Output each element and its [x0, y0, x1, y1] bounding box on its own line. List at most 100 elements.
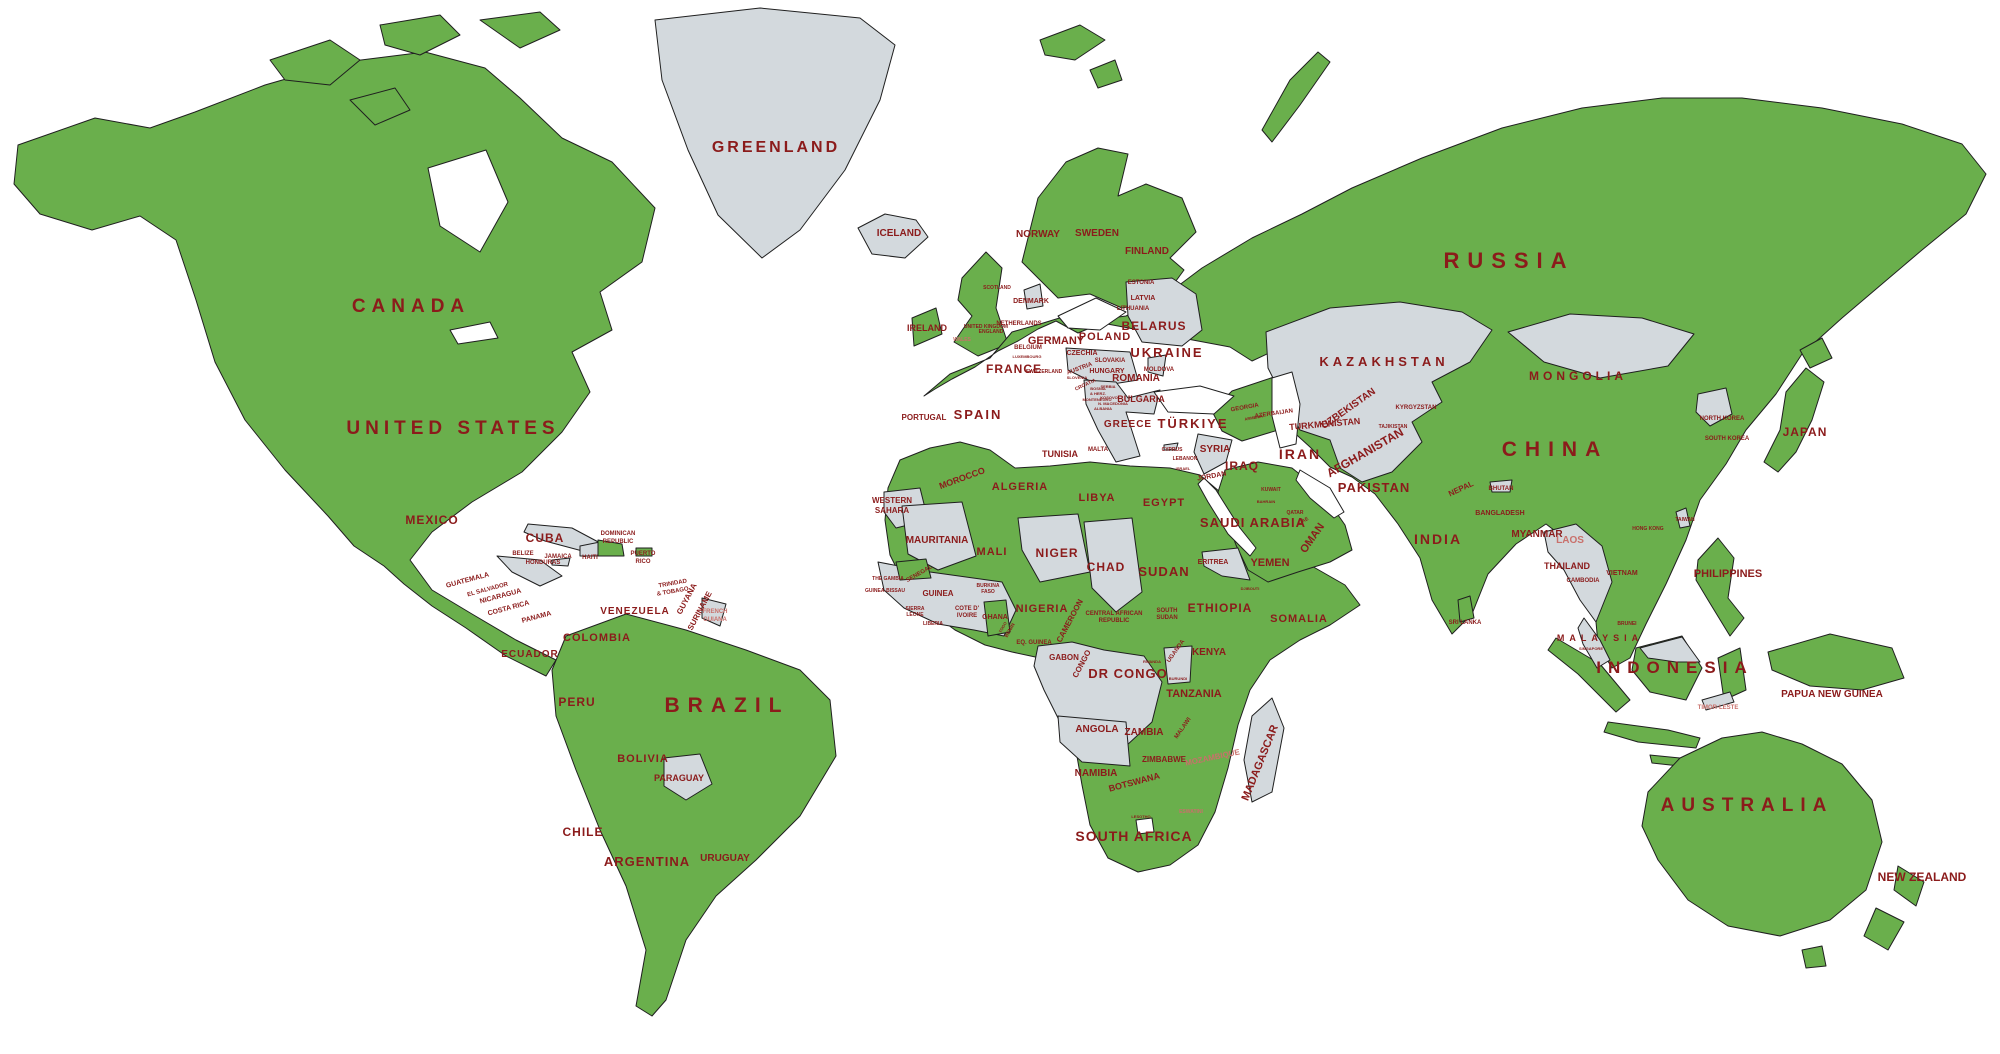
- country-label-sahara: SAHARA: [875, 506, 909, 515]
- country-shape-moldova[interactable]: [1147, 354, 1167, 377]
- country-shape-denmark[interactable]: [1023, 283, 1044, 310]
- water-bodies: [427, 149, 1345, 835]
- country-label-lesotho: LESOTHO: [1131, 814, 1150, 819]
- country-shape-timor-leste[interactable]: [1701, 691, 1735, 711]
- country-label-dominican: DOMINICAN: [601, 531, 636, 537]
- country-label-bangladesh: BANGLADESH: [1475, 510, 1524, 517]
- country-label-republic: REPUBLIC: [1099, 618, 1130, 624]
- country-shape-chad[interactable]: [1083, 517, 1143, 613]
- country-shape-iceland[interactable]: [857, 213, 929, 259]
- country-shape-united-kingdom[interactable]: [953, 251, 1009, 357]
- country-shape-levant[interactable]: [1193, 433, 1233, 475]
- country-shape-mongolia[interactable]: [1507, 313, 1695, 379]
- country-label-bhutan: BHUTAN: [1489, 486, 1514, 492]
- country-shape-new-zealand[interactable]: [1863, 907, 1905, 951]
- country-shape-central-america[interactable]: [496, 555, 563, 587]
- country-shape-south-america[interactable]: [551, 613, 837, 1017]
- water-red-sea: [1197, 477, 1257, 557]
- island-shape[interactable]: [349, 87, 411, 126]
- country-label-eq-guinea: EQ. GUINEA: [1016, 640, 1052, 646]
- island-shape[interactable]: [379, 14, 461, 56]
- country-label-armenia: ARMENIA: [1244, 413, 1263, 421]
- country-shape-philippines[interactable]: [1695, 537, 1745, 637]
- country-label-peru: PERU: [558, 695, 595, 709]
- country-label-iraq: IRAQ: [1225, 459, 1259, 473]
- country-shape-north-america[interactable]: [13, 51, 656, 677]
- country-shape-baltics-belarus[interactable]: [1125, 277, 1203, 347]
- country-label-pakistan: PAKISTAN: [1338, 480, 1411, 495]
- country-label-moldova: MOLDOVA: [1144, 367, 1175, 373]
- country-label-wales: WALES: [953, 337, 971, 343]
- country-shape-jamaica[interactable]: [551, 557, 571, 567]
- country-label-russia: RUSSIA: [1443, 248, 1574, 273]
- country-label-albania: ALBANIA: [1094, 406, 1112, 411]
- country-shape-balkans[interactable]: [1083, 379, 1161, 463]
- country-shape-australia[interactable]: [1641, 731, 1883, 937]
- country-label-western: WESTERN: [872, 496, 912, 505]
- island-shape[interactable]: [269, 39, 361, 86]
- country-shape-bhutan[interactable]: [1489, 479, 1513, 493]
- country-label-burundi: BURUNDI: [1169, 676, 1187, 681]
- country-shape-ghana[interactable]: [983, 599, 1011, 637]
- country-label-dr-congo: DR CONGO: [1088, 666, 1168, 681]
- country-shape-new-zealand[interactable]: [1893, 865, 1925, 907]
- country-shape-dominican-republic[interactable]: [597, 539, 625, 557]
- country-shape-puerto-rico[interactable]: [635, 547, 653, 557]
- country-label-trinidad: TRINIDAD: [658, 578, 688, 589]
- island-shape-sulawesi[interactable]: [1717, 647, 1747, 701]
- country-shape-mauritania[interactable]: [901, 501, 977, 571]
- country-label-new-zealand: NEW ZEALAND: [1878, 870, 1967, 884]
- country-shape-madagascar[interactable]: [1243, 697, 1285, 803]
- country-shape-ireland[interactable]: [911, 307, 943, 347]
- island-shape[interactable]: [1261, 51, 1331, 143]
- country-label-sudan: SUDAN: [1138, 564, 1189, 579]
- island-shape[interactable]: [1039, 24, 1106, 61]
- country-label-haiti: HAITI: [582, 555, 598, 561]
- country-label-laos: LAOS: [1556, 535, 1584, 546]
- country-label-brunei: BRUNEI: [1617, 621, 1637, 627]
- country-label-cuba: CUBA: [526, 531, 565, 545]
- country-label-netherlands: NETHERLANDS: [996, 321, 1041, 327]
- country-label-indonesia: INDONESIA: [1596, 658, 1753, 677]
- island-shape[interactable]: [479, 11, 561, 49]
- country-shape-uganda-rwanda-burundi[interactable]: [1163, 645, 1193, 685]
- country-shape-senegal[interactable]: [895, 558, 932, 581]
- country-label-nigeria: NIGERIA: [1016, 603, 1069, 615]
- water-caspian-sea: [1271, 371, 1301, 449]
- island-shape-tasmania[interactable]: [1801, 945, 1827, 969]
- country-label-scotland: SCOTLAND: [983, 285, 1011, 291]
- country-shape-malaysia-borneo[interactable]: [1639, 636, 1701, 663]
- country-label-libya: LIBYA: [1079, 492, 1116, 504]
- country-shape-japan[interactable]: [1799, 337, 1833, 369]
- water-persian-gulf: [1295, 469, 1345, 519]
- island-shape[interactable]: [1089, 59, 1123, 89]
- country-labels: GREENLAND ICELAND CANADA UNITED STATES MEXIC…: [346, 139, 1966, 884]
- island-shape-java[interactable]: [1603, 721, 1701, 749]
- country-shape-thailand-laos[interactable]: [1543, 523, 1613, 623]
- country-shape-papua-new-guinea[interactable]: [1767, 633, 1905, 691]
- country-shape-cyprus[interactable]: [1163, 442, 1179, 451]
- country-shape-north-korea[interactable]: [1695, 387, 1733, 427]
- country-label-burkina: BURKINA: [976, 583, 999, 589]
- country-label-bahrain: BAHRAIN: [1257, 499, 1276, 504]
- country-label-guinea: GUINEA: [922, 589, 953, 598]
- country-shape-japan[interactable]: [1763, 367, 1825, 473]
- country-shape-taiwan[interactable]: [1675, 507, 1691, 529]
- country-shape-malaysia[interactable]: [1577, 617, 1611, 669]
- country-label-poland: POLAND: [1079, 331, 1131, 343]
- country-label-puerto: PUERTO: [631, 551, 656, 557]
- country-shape-niger[interactable]: [1017, 513, 1091, 583]
- country-shape-angola[interactable]: [1057, 715, 1131, 767]
- country-shape-scandinavia[interactable]: [1021, 147, 1197, 309]
- country-label-azerbaijan: AZERBAIJAN: [1254, 408, 1293, 419]
- country-label-rico: RICO: [636, 559, 651, 565]
- country-shape-central-europe[interactable]: [1065, 347, 1139, 387]
- country-shape-eritrea-djibouti[interactable]: [1201, 547, 1251, 581]
- country-shape-sri-lanka[interactable]: [1457, 595, 1475, 623]
- country-shape-french-guiana[interactable]: [701, 597, 727, 627]
- country-shape-paraguay[interactable]: [663, 753, 713, 801]
- country-shape-greenland[interactable]: [654, 7, 896, 259]
- country-label-ivoire: IVOIRE: [957, 613, 977, 619]
- country-label-united-states: UNITED STATES: [346, 418, 559, 439]
- country-label-slovenia: SLOVENIA: [1067, 375, 1088, 380]
